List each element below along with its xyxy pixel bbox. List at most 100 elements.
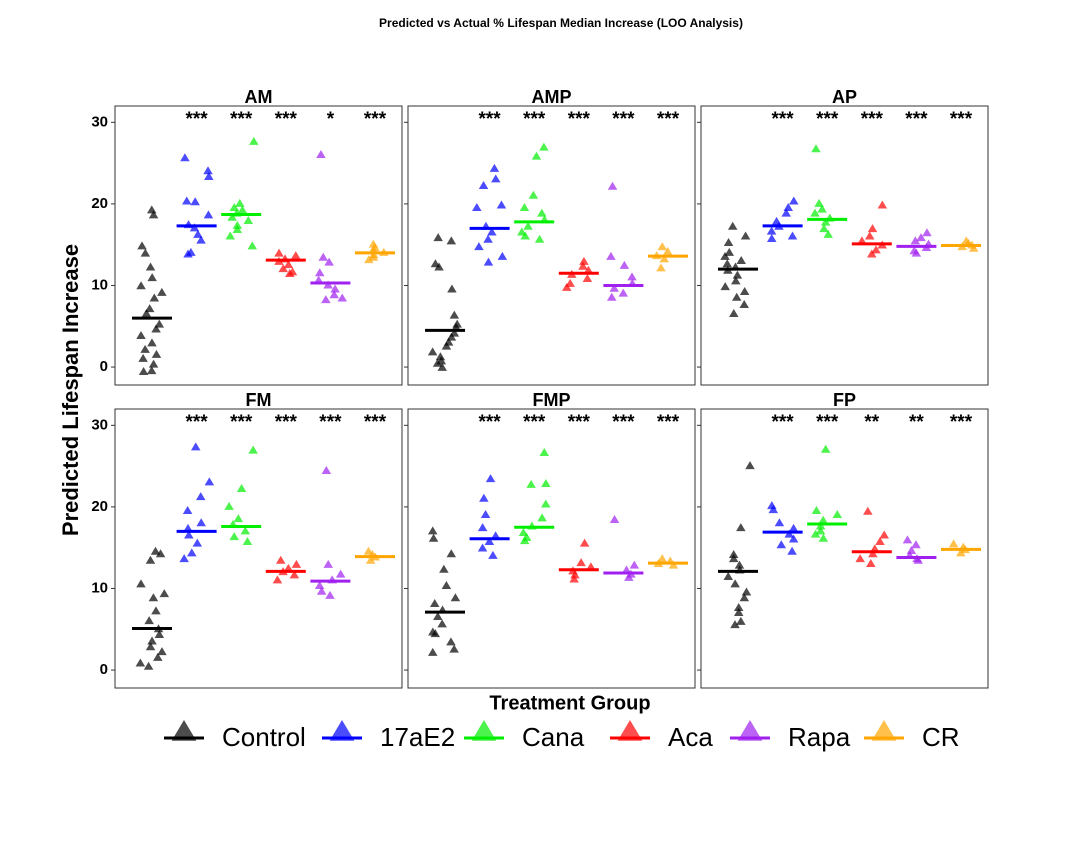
significance-label: *** — [523, 412, 546, 433]
data-point — [232, 225, 243, 233]
data-point — [485, 474, 496, 483]
panel-title: FP — [833, 390, 856, 410]
data-point — [739, 593, 750, 602]
data-point — [736, 256, 746, 264]
data-point — [523, 221, 533, 230]
data-point — [810, 208, 820, 217]
data-point — [149, 293, 160, 302]
data-point — [275, 555, 286, 564]
y-tick-label: 20 — [91, 195, 108, 212]
data-point — [196, 518, 206, 527]
data-point — [865, 231, 875, 240]
data-point — [518, 528, 529, 536]
data-point — [180, 153, 190, 162]
data-point — [318, 252, 328, 261]
significance-label: *** — [364, 109, 387, 130]
data-point — [483, 234, 493, 243]
data-point — [183, 249, 193, 258]
data-point — [141, 309, 152, 318]
data-point — [283, 260, 294, 269]
panel-title: FM — [246, 390, 272, 410]
significance-label: *** — [230, 412, 253, 433]
data-point — [767, 233, 777, 242]
data-point — [248, 445, 258, 454]
data-point — [203, 166, 213, 175]
data-point — [314, 581, 325, 590]
data-point — [911, 248, 922, 257]
data-point — [740, 231, 751, 240]
data-point — [539, 448, 550, 457]
data-point — [136, 579, 146, 588]
data-point — [539, 142, 549, 151]
data-point — [330, 284, 340, 293]
data-point — [570, 570, 580, 579]
data-point — [477, 523, 488, 532]
data-point — [316, 149, 326, 158]
data-point — [788, 523, 799, 532]
data-point — [237, 205, 248, 214]
data-point — [659, 254, 669, 263]
data-point — [147, 273, 157, 282]
data-point — [434, 262, 444, 271]
data-point — [193, 229, 203, 238]
data-point — [541, 479, 551, 488]
data-point — [913, 555, 923, 564]
data-point — [428, 647, 438, 656]
data-point — [427, 347, 438, 356]
data-point — [187, 548, 197, 557]
data-point — [154, 629, 165, 638]
data-point — [325, 590, 335, 599]
data-point — [519, 536, 530, 545]
data-point — [729, 309, 739, 318]
legend-label: Cana — [522, 722, 585, 752]
data-point — [730, 620, 740, 629]
data-point — [147, 636, 157, 645]
data-point — [728, 554, 739, 563]
data-point — [154, 319, 165, 328]
data-point — [446, 549, 457, 558]
data-point — [730, 579, 740, 588]
data-point — [528, 190, 539, 199]
data-point — [147, 338, 157, 347]
data-point — [811, 505, 822, 514]
chart-title: Predicted vs Actual % Lifespan Median In… — [379, 16, 743, 30]
data-point — [487, 227, 497, 236]
data-point — [629, 560, 640, 569]
legend-key-marker — [737, 720, 763, 741]
data-point — [196, 235, 206, 244]
data-point — [877, 200, 888, 209]
data-point — [776, 540, 787, 549]
significance-label: *** — [364, 412, 387, 433]
data-point — [488, 550, 498, 559]
panel-border — [407, 408, 696, 689]
data-point — [818, 533, 829, 542]
legend-key-marker — [329, 720, 355, 741]
significance-label: *** — [950, 412, 973, 433]
data-point — [449, 310, 460, 319]
data-point — [607, 181, 618, 190]
data-point — [190, 442, 201, 451]
panel-title: AP — [832, 87, 857, 107]
data-point — [242, 536, 253, 545]
data-point — [232, 220, 243, 229]
data-point — [474, 242, 484, 251]
data-point — [243, 216, 254, 225]
data-point — [145, 555, 156, 564]
significance-label: *** — [772, 109, 795, 130]
legend-label: Aca — [668, 722, 713, 752]
data-point — [483, 257, 494, 266]
significance-label: *** — [816, 109, 839, 130]
data-point — [235, 198, 245, 207]
data-point — [656, 263, 666, 272]
data-point — [855, 554, 865, 563]
data-point — [867, 249, 877, 258]
significance-label: ** — [909, 412, 924, 433]
data-point — [723, 572, 733, 581]
data-point — [335, 569, 346, 578]
data-point — [204, 171, 214, 180]
legend-label: Control — [222, 722, 306, 752]
significance-label: *** — [568, 109, 591, 130]
data-point — [478, 180, 489, 189]
data-point — [723, 238, 734, 247]
data-point — [624, 572, 634, 581]
